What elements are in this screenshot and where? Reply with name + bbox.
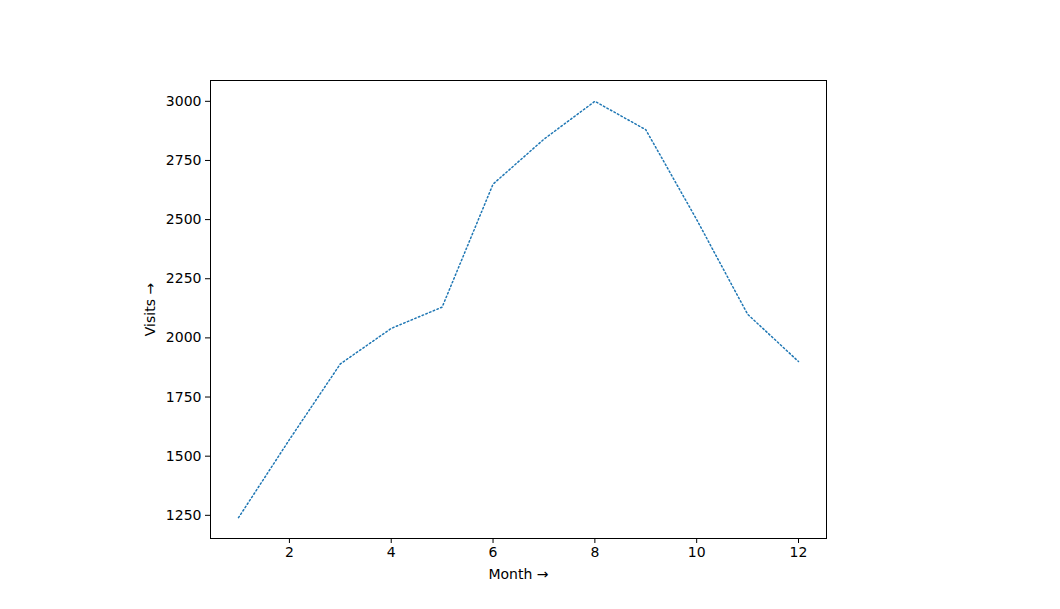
svg-text:4: 4 xyxy=(387,544,396,560)
svg-text:2250: 2250 xyxy=(166,270,202,286)
svg-text:2: 2 xyxy=(285,544,294,560)
svg-text:12: 12 xyxy=(790,544,808,560)
svg-text:6: 6 xyxy=(489,544,498,560)
svg-text:8: 8 xyxy=(590,544,599,560)
svg-text:1500: 1500 xyxy=(166,448,202,464)
svg-text:10: 10 xyxy=(688,544,706,560)
svg-text:2500: 2500 xyxy=(166,211,202,227)
svg-text:1750: 1750 xyxy=(166,389,202,405)
html-text:Monthly Website Traffic: Monthly Website Traffic xyxy=(419,50,617,70)
svg-text:3000: 3000 xyxy=(166,93,202,109)
svg-text:Month →: Month → xyxy=(488,566,548,582)
svg-text:1250: 1250 xyxy=(166,507,202,523)
svg-text:2000: 2000 xyxy=(166,329,202,345)
svg-text:Visits →: Visits → xyxy=(142,283,158,337)
svg-text:2750: 2750 xyxy=(166,152,202,168)
